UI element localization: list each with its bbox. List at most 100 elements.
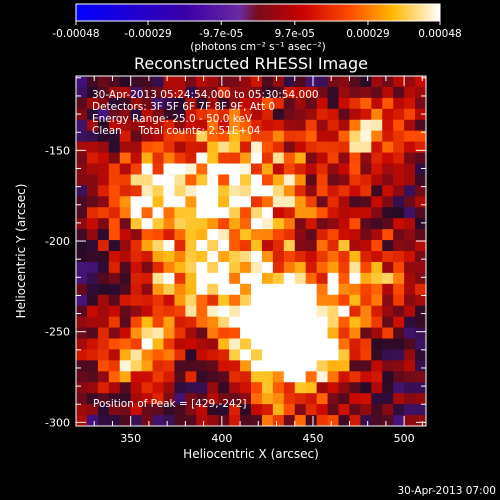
image-cell	[240, 393, 252, 405]
image-cell	[163, 141, 175, 154]
image-cell	[97, 382, 110, 394]
image-cell	[338, 382, 350, 394]
image-cell	[185, 76, 197, 88]
image-cell	[382, 305, 394, 318]
image-cell	[261, 185, 274, 197]
image-cell	[283, 152, 296, 164]
image-cell	[141, 97, 154, 110]
image-cell	[404, 338, 416, 350]
image-cell	[130, 283, 143, 296]
image-cell	[371, 294, 383, 307]
image-cell	[185, 240, 197, 252]
image-cell	[185, 185, 197, 197]
image-cell	[251, 349, 263, 361]
image-cell	[316, 415, 329, 426]
image-cell	[108, 196, 121, 208]
image-cell	[327, 119, 339, 132]
image-cell	[86, 185, 99, 197]
image-cell	[163, 294, 175, 307]
image-cell	[130, 251, 143, 263]
image-cell	[229, 393, 241, 405]
image-cell	[261, 86, 274, 99]
image-cell	[251, 272, 263, 285]
image-cell	[207, 371, 219, 383]
image-cell	[261, 196, 274, 208]
image-cell	[382, 229, 394, 241]
peak-position-label: Position of Peak = [429,-242]	[93, 398, 247, 410]
image-cell	[76, 327, 88, 339]
image-cell	[97, 97, 110, 110]
image-cell	[207, 86, 219, 99]
image-cell	[349, 360, 361, 372]
image-cell	[152, 305, 164, 318]
image-cell	[327, 97, 339, 110]
image-cell	[360, 207, 372, 219]
image-cell	[229, 207, 241, 219]
image-cell	[185, 261, 197, 274]
image-cell	[97, 76, 110, 88]
image-cell	[174, 305, 186, 318]
image-cell	[382, 371, 394, 383]
image-cell	[119, 141, 132, 154]
image-cell	[76, 251, 88, 263]
image-cell	[283, 360, 296, 372]
image-cell	[360, 382, 372, 394]
image-cell	[185, 174, 197, 186]
image-cell	[152, 294, 164, 307]
image-cell	[141, 283, 154, 296]
image-cell	[97, 119, 110, 132]
image-cell	[229, 86, 241, 99]
image-cell	[404, 349, 416, 361]
image-cell	[415, 294, 426, 307]
image-cell	[251, 327, 263, 339]
image-cell	[119, 163, 132, 175]
image-cell	[261, 108, 274, 121]
image-cell	[415, 338, 426, 350]
image-cell	[360, 185, 372, 197]
image-cell	[261, 316, 274, 329]
image-cell	[218, 261, 230, 274]
image-cell	[404, 229, 416, 241]
image-cell	[152, 327, 164, 339]
image-cell	[371, 185, 383, 197]
image-cell	[404, 294, 416, 307]
image-cell	[207, 218, 219, 230]
image-cell	[327, 371, 339, 383]
image-cell	[240, 305, 252, 318]
image-cell	[108, 305, 121, 318]
x-tick-label: 350	[120, 432, 141, 445]
image-cell	[415, 218, 426, 230]
image-cell	[382, 294, 394, 307]
image-cell	[86, 76, 99, 88]
image-cell	[371, 371, 383, 383]
image-cell	[207, 119, 219, 132]
image-cell	[185, 196, 197, 208]
image-cell	[196, 272, 208, 285]
image-cell	[163, 305, 175, 318]
image-cell	[229, 108, 241, 121]
image-cell	[76, 163, 88, 175]
image-cell	[283, 382, 296, 394]
image-cell	[305, 393, 318, 405]
image-cell	[393, 229, 405, 241]
image-cell	[185, 251, 197, 263]
image-cell	[360, 76, 372, 88]
image-cell	[316, 185, 329, 197]
image-cell	[272, 404, 285, 416]
image-cell	[207, 251, 219, 263]
image-cell	[119, 382, 132, 394]
image-cell	[261, 338, 274, 350]
image-cell	[316, 119, 329, 132]
image-cell	[371, 76, 383, 88]
image-cell	[119, 272, 132, 285]
image-cell	[338, 294, 350, 307]
image-cell	[327, 349, 339, 361]
plot-frame	[75, 75, 427, 427]
image-cell	[349, 86, 361, 99]
image-cell	[415, 86, 426, 99]
image-cell	[130, 360, 143, 372]
image-cell	[174, 86, 186, 99]
image-cell	[393, 283, 405, 296]
image-cell	[108, 261, 121, 274]
image-cell	[174, 261, 186, 274]
